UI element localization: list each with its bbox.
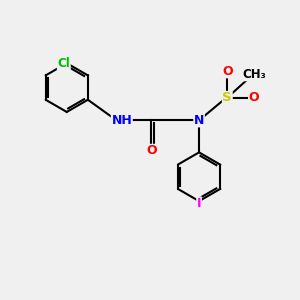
Text: O: O <box>222 65 232 78</box>
Text: N: N <box>194 114 204 127</box>
Text: S: S <box>223 92 232 104</box>
Text: O: O <box>249 92 259 104</box>
Text: I: I <box>197 197 201 210</box>
Text: CH₃: CH₃ <box>242 68 266 81</box>
Text: NH: NH <box>111 114 132 127</box>
Text: O: O <box>146 144 157 158</box>
Text: Cl: Cl <box>57 57 70 70</box>
